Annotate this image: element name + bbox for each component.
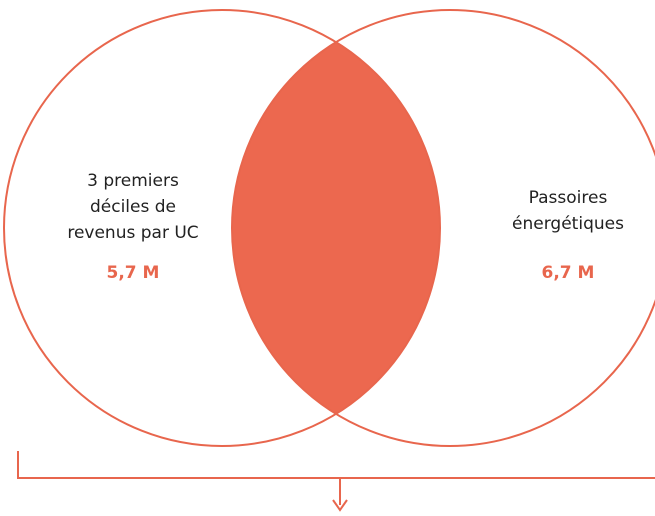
right-value: 6,7 M: [542, 263, 595, 283]
left-value: 5,7 M: [107, 263, 160, 283]
arrow-head: [332, 499, 348, 512]
left-label: déciles de: [90, 197, 176, 217]
right-label: Passoires: [529, 188, 608, 208]
left-label: 3 premiers: [87, 171, 179, 191]
right-label: énergétiques: [512, 214, 624, 234]
intersection: [232, 10, 440, 446]
left-circle: [3, 9, 441, 447]
left-label: revenus par UC: [67, 223, 198, 243]
bracket: [17, 451, 655, 479]
right-circle: [231, 9, 655, 447]
